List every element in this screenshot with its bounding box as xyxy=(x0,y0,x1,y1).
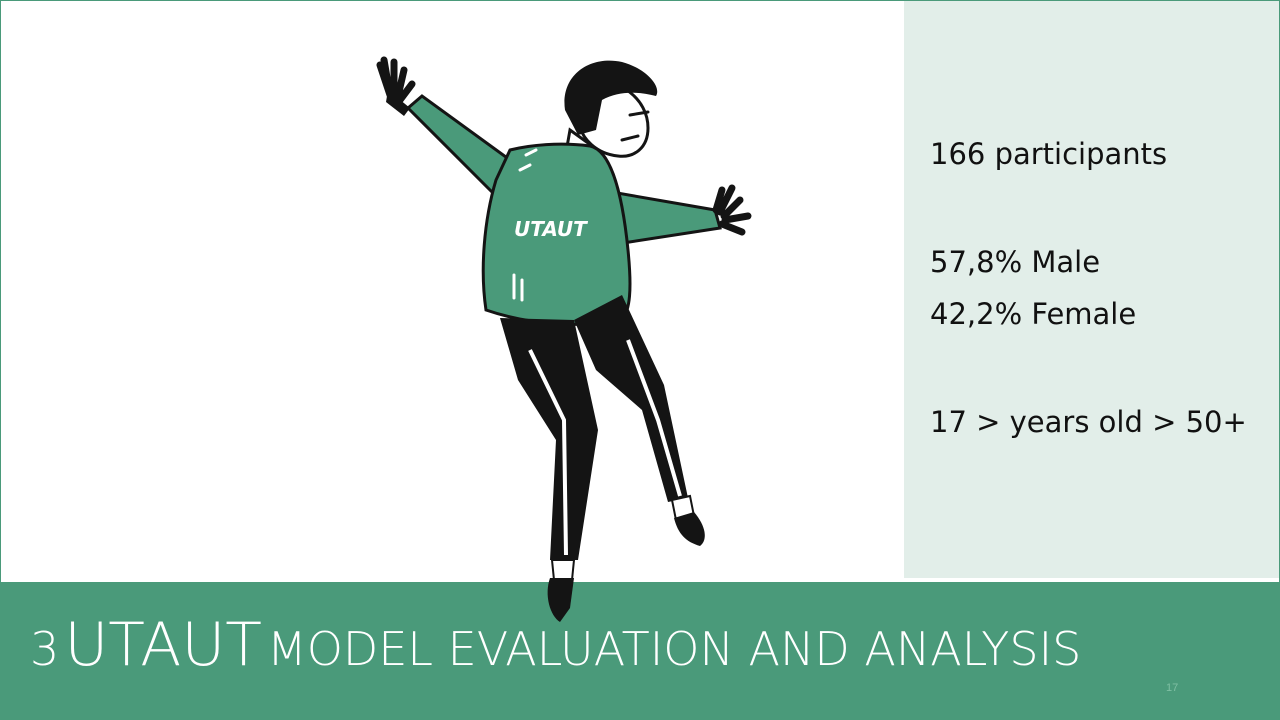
dancing-person-illustration: UTAUT xyxy=(376,56,752,622)
slide-title: 3 UTAUT MODEL EVALUATION AND ANALYSIS xyxy=(30,610,1081,680)
shirt-text: UTAUT xyxy=(514,217,588,241)
title-main: UTAUT xyxy=(64,610,262,680)
participants-stat: 166 participants xyxy=(930,137,1168,171)
section-number: 3 xyxy=(30,622,60,676)
title-rest: MODEL EVALUATION AND ANALYSIS xyxy=(267,622,1082,676)
title-bar xyxy=(0,582,1280,720)
stats-panel xyxy=(904,1,1279,578)
male-stat: 57,8% Male xyxy=(930,245,1101,279)
female-stat: 42,2% Female xyxy=(930,297,1137,331)
age-stat: 17 > years old > 50+ xyxy=(930,405,1247,439)
page-number: 17 xyxy=(1166,682,1179,694)
